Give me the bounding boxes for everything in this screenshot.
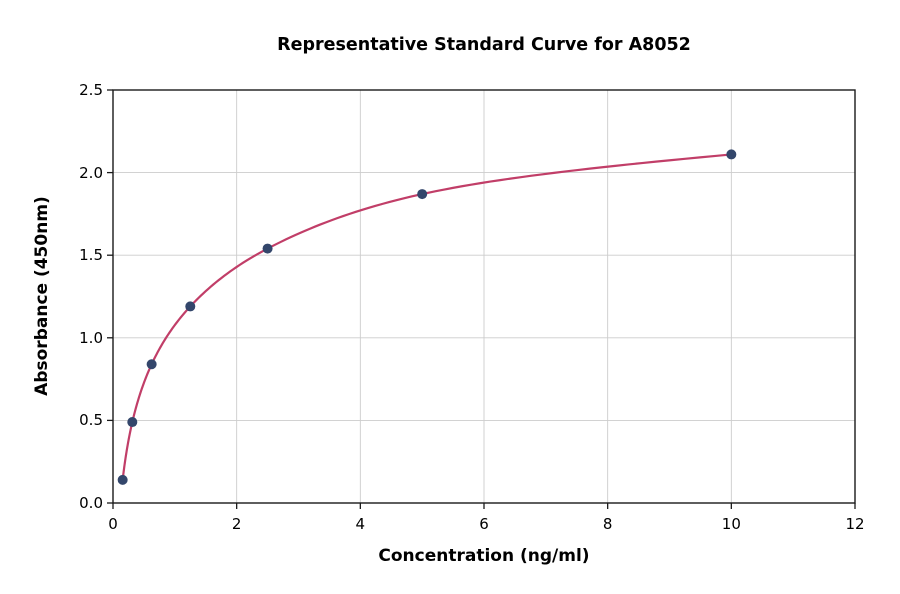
y-tick-label: 0.5 [79,411,103,430]
data-point-marker [117,474,128,485]
data-point-marker [417,189,428,200]
chart-title: Representative Standard Curve for A8052 [277,35,691,55]
x-tick-label: 10 [721,515,741,533]
data-point-marker [262,243,273,254]
y-tick-label: 1.0 [79,328,103,347]
data-point-marker [185,301,196,312]
data-point-marker [726,149,737,160]
y-tick-label: 0.0 [79,494,103,512]
x-tick-label: 4 [355,515,366,533]
x-tick-label: 8 [602,515,613,533]
x-tick-label: 6 [479,515,489,533]
x-tick-label: 12 [845,515,865,533]
y-tick-label: 1.5 [79,246,103,265]
x-tick-label: 0 [108,515,118,533]
data-point-marker [146,359,157,370]
x-axis-label: Concentration (ng/ml) [378,546,590,566]
y-tick-label: 2.0 [79,163,103,182]
x-tick-label: 2 [231,515,242,533]
data-point-marker [127,417,138,428]
plot-box-spines [112,89,856,504]
fitted-curve-line [121,153,733,481]
y-tick-label: 2.5 [79,81,103,99]
